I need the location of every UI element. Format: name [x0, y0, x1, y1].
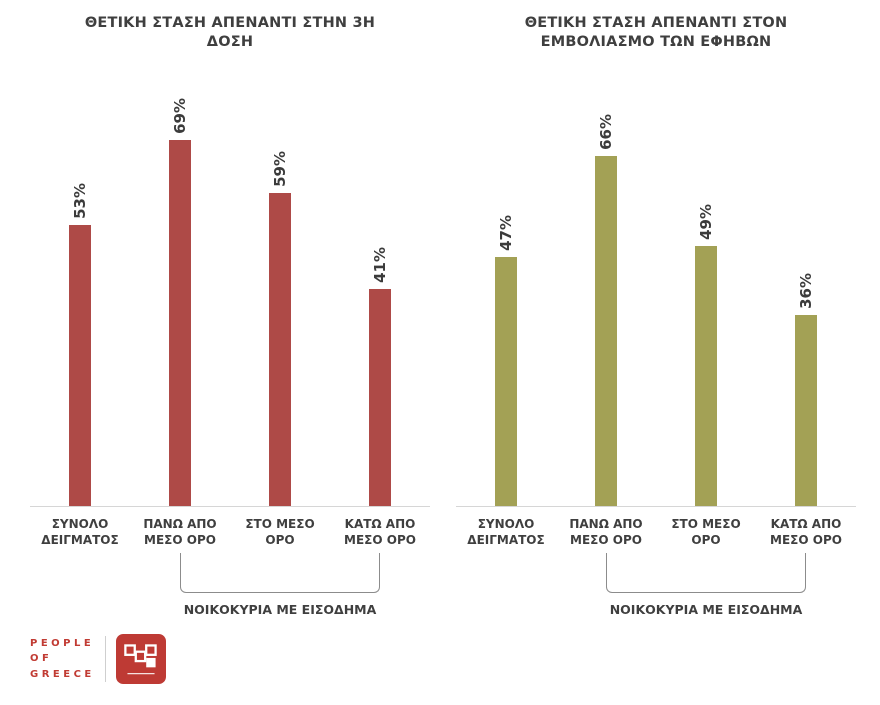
bar-value-label: 59%	[271, 150, 289, 187]
income-group-bracket	[606, 553, 806, 594]
bar-value-label: 49%	[697, 203, 715, 240]
bar-slot: 49%	[656, 204, 756, 506]
chart-title: ΘΕΤΙΚΗ ΣΤΑΣΗ ΑΠΕΝΑΝΤΙ ΣΤΗΝ 3Η ΔΟΣΗ	[84, 15, 376, 50]
chart-title: ΘΕΤΙΚΗ ΣΤΑΣΗ ΑΠΕΝΑΝΤΙ ΣΤΟΝ ΕΜΒΟΛΙΑΣΜΟ ΤΩ…	[524, 15, 788, 50]
bar-plot: 47% 66% 49% 36%	[456, 62, 856, 507]
chart-third-dose: ΘΕΤΙΚΗ ΣΤΑΣΗ ΑΠΕΝΑΝΤΙ ΣΤΗΝ 3Η ΔΟΣΗ 53% 69…	[30, 14, 430, 622]
bar-slot: 47%	[456, 215, 556, 506]
category-label: ΠΑΝΩ ΑΠΟ ΜΕΣΟ ΟΡΟ	[143, 516, 217, 547]
bar	[369, 288, 391, 506]
bar	[695, 245, 717, 506]
bar	[269, 192, 291, 506]
bar-value-label: 53%	[71, 182, 89, 219]
category-label: ΚΑΤΩ ΑΠΟ ΜΕΣΟ ΟΡΟ	[344, 516, 416, 547]
logo-mark-icon	[115, 634, 166, 685]
logo-word-people: PEOPLE	[30, 637, 95, 649]
category-label: ΣΤΟ ΜΕΣΟ ΟΡΟ	[245, 516, 315, 547]
bar	[795, 314, 817, 506]
category-label: ΣΥΝΟΛΟ ΔΕΙΓΜΑΤΟΣ	[41, 516, 119, 547]
bar-slot: 36%	[756, 273, 856, 506]
income-group-bracket	[180, 553, 380, 594]
bar	[495, 256, 517, 506]
bar-value-label: 36%	[797, 272, 815, 309]
category-label: ΣΤΟ ΜΕΣΟ ΟΡΟ	[671, 516, 741, 547]
bar	[595, 155, 617, 506]
charts-row: ΘΕΤΙΚΗ ΣΤΑΣΗ ΑΠΕΝΑΝΤΙ ΣΤΗΝ 3Η ΔΟΣΗ 53% 69…	[30, 14, 856, 622]
bar-slot: 41%	[330, 247, 430, 506]
logo-word-greece: GREECE	[30, 668, 95, 680]
category-label: ΠΑΝΩ ΑΠΟ ΜΕΣΟ ΟΡΟ	[569, 516, 643, 547]
bar-value-label: 66%	[597, 113, 615, 150]
bar-value-label: 69%	[171, 97, 189, 134]
logo-word-of: OF	[30, 653, 53, 665]
logo-divider	[104, 636, 106, 683]
bar-value-label: 47%	[497, 214, 515, 251]
bracket-row: ΝΟΙΚΟΚΥΡΙΑ ΜΕ ΕΙΣΟΔΗΜΑ	[456, 548, 856, 622]
chart-adolescent-vaccination: ΘΕΤΙΚΗ ΣΤΑΣΗ ΑΠΕΝΑΝΤΙ ΣΤΟΝ ΕΜΒΟΛΙΑΣΜΟ ΤΩ…	[456, 14, 856, 622]
people-of-greece-logo: PEOPLE OF GREECE	[30, 634, 880, 685]
bar-slot: 69%	[130, 98, 230, 506]
bar	[169, 139, 191, 506]
bar-slot: 66%	[556, 114, 656, 506]
bar-value-label: 41%	[371, 246, 389, 283]
income-group-label: ΝΟΙΚΟΚΥΡΙΑ ΜΕ ΕΙΣΟΔΗΜΑ	[609, 602, 803, 618]
bracket-row: ΝΟΙΚΟΚΥΡΙΑ ΜΕ ΕΙΣΟΔΗΜΑ	[30, 548, 430, 622]
category-label: ΣΥΝΟΛΟ ΔΕΙΓΜΑΤΟΣ	[467, 516, 545, 547]
income-group-label: ΝΟΙΚΟΚΥΡΙΑ ΜΕ ΕΙΣΟΔΗΜΑ	[183, 602, 377, 618]
bar-slot: 59%	[230, 151, 330, 506]
bar-slot: 53%	[30, 183, 130, 506]
bar	[69, 224, 91, 506]
category-axis: ΣΥΝΟΛΟ ΔΕΙΓΜΑΤΟΣ ΠΑΝΩ ΑΠΟ ΜΕΣΟ ΟΡΟ ΣΤΟ ΜΕΣ…	[456, 516, 856, 548]
bar-plot: 53% 69% 59% 41%	[30, 62, 430, 507]
category-axis: ΣΥΝΟΛΟ ΔΕΙΓΜΑΤΟΣ ΠΑΝΩ ΑΠΟ ΜΕΣΟ ΟΡΟ ΣΤΟ ΜΕΣ…	[30, 516, 430, 548]
logo-wordmark: PEOPLE OF GREECE	[30, 636, 95, 683]
category-label: ΚΑΤΩ ΑΠΟ ΜΕΣΟ ΟΡΟ	[770, 516, 842, 547]
